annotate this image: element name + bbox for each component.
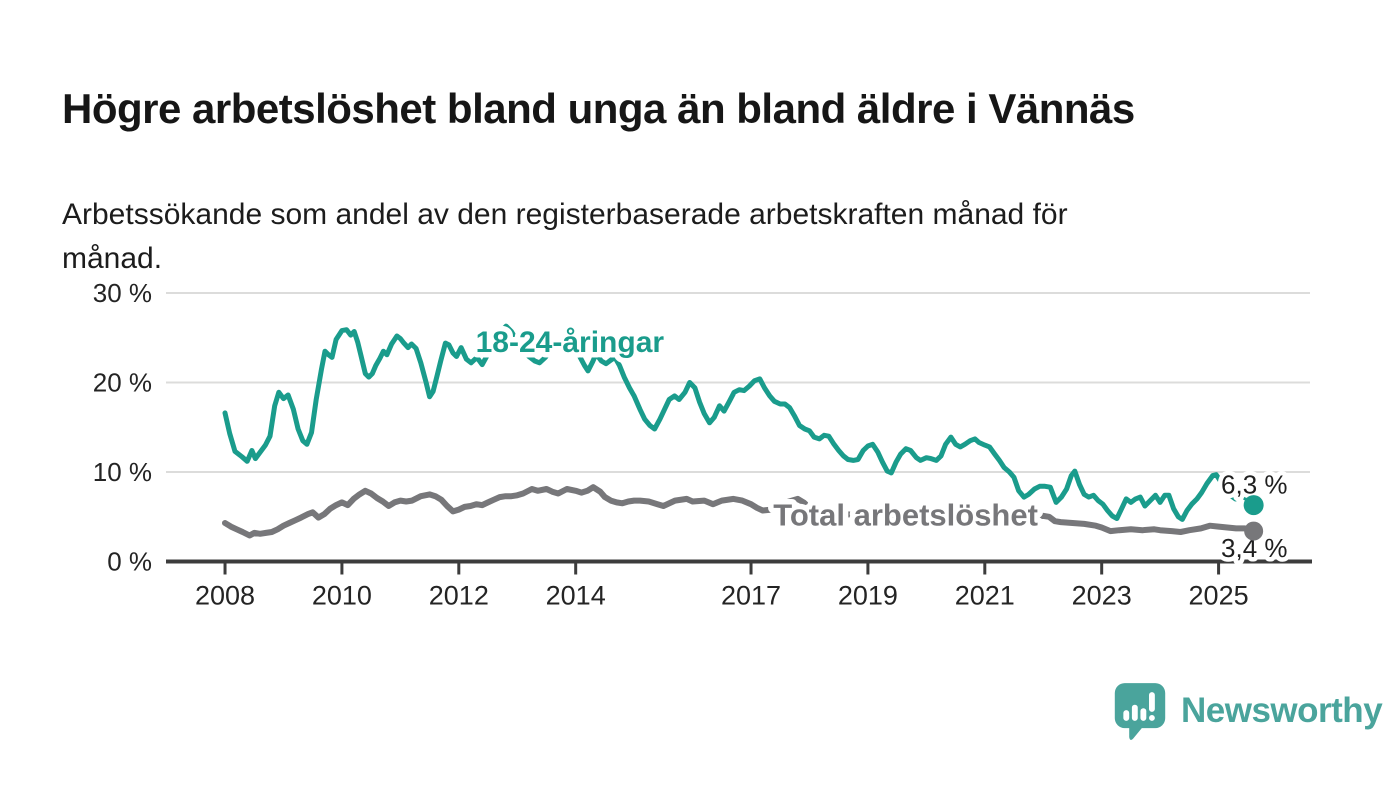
x-axis-label-2014: 2014 <box>546 581 606 611</box>
bar-chart-bar-small <box>1123 710 1130 721</box>
x-axis-label-2021: 2021 <box>955 581 1015 611</box>
y-axis-label-10: 10 % <box>93 457 152 487</box>
end-dot-youth <box>1243 495 1264 516</box>
x-axis-label-2012: 2012 <box>429 581 489 611</box>
end-value-label-youth: 6,3 % <box>1221 469 1288 499</box>
series-label-youth: 18-24-åringar <box>476 326 665 359</box>
chart-subtitle: Arbetssökande som andel av den registerb… <box>62 193 1312 281</box>
speech-bubble-shape <box>1114 683 1166 740</box>
newsworthy-logo-text: Newsworthy <box>1181 691 1383 730</box>
x-axis-label-2008: 2008 <box>195 581 255 611</box>
x-axis-label-2023: 2023 <box>1072 581 1132 611</box>
end-dot-total <box>1244 521 1264 541</box>
series-line-total <box>222 484 1257 539</box>
newsworthy-logo: Newsworthy <box>1113 681 1383 741</box>
exclamation-stem <box>1149 692 1155 712</box>
x-axis-label-2019: 2019 <box>838 581 898 611</box>
y-axis-label-30: 30 % <box>93 278 152 308</box>
series-label-total: Total arbetslöshet <box>773 498 1038 533</box>
bar-chart-bar-tall <box>1131 704 1138 721</box>
chart-subtitle-line-1: Arbetssökande som andel av den registerb… <box>62 198 1068 231</box>
y-axis-label-0: 0 % <box>107 547 152 577</box>
x-axis-label-2017: 2017 <box>721 581 781 611</box>
exclamation-dot <box>1149 715 1155 721</box>
y-axis-label-20: 20 % <box>93 368 152 398</box>
chart-subtitle-line-2: månad. <box>62 242 163 276</box>
x-axis-label-2010: 2010 <box>312 581 372 611</box>
bar-chart-bar-medium <box>1140 708 1147 721</box>
x-axis-label-2025: 2025 <box>1189 581 1249 611</box>
series-line-youth <box>222 323 1257 522</box>
newsworthy-logo-icon <box>1114 683 1166 740</box>
chart-title: Högre arbetslöshet bland unga än bland ä… <box>62 85 1135 133</box>
